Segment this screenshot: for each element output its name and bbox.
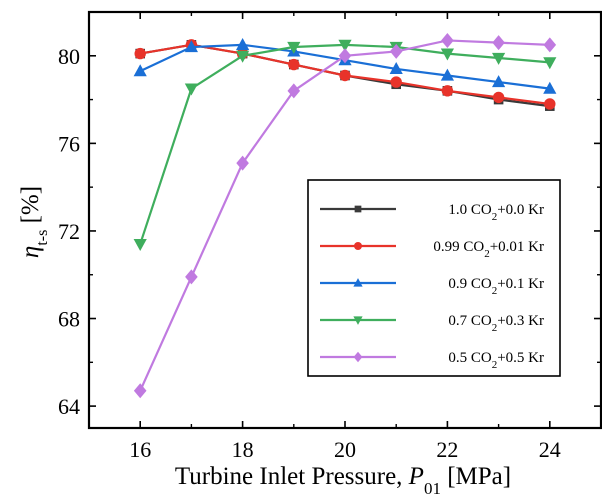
legend-marker: [354, 205, 362, 213]
data-point: [133, 383, 147, 399]
data-point: [492, 35, 505, 51]
data-point: [184, 83, 198, 96]
data-point: [338, 48, 352, 64]
legend-label: 0.9 CO2+0.1 Kr: [448, 276, 544, 297]
data-point: [544, 98, 556, 110]
legend-label: 1.0 CO2+0.0 Kr: [448, 202, 544, 223]
legend-label: 0.5 CO2+0.5 Kr: [448, 350, 544, 371]
data-point: [287, 83, 301, 99]
legend-entry-4: 0.5 CO2+0.5 Kr: [320, 350, 544, 371]
data-point: [134, 47, 146, 60]
y-tick-label: 64: [58, 394, 80, 419]
data-point: [492, 52, 506, 65]
data-point: [236, 155, 249, 171]
y-tick-label: 68: [58, 307, 80, 332]
legend-marker: [354, 242, 362, 250]
legend-entry-2: 0.9 CO2+0.1 Kr: [320, 276, 544, 297]
data-point: [543, 37, 557, 53]
data-point: [441, 32, 454, 48]
legend-marker: [353, 351, 363, 363]
data-point: [441, 85, 454, 97]
data-point: [339, 69, 351, 82]
legend-entry-1: 0.99 CO2+0.01 Kr: [320, 239, 544, 260]
data-point: [389, 43, 403, 59]
legend-entry-0: 1.0 CO2+0.0 Kr: [320, 202, 544, 223]
x-tick-label: 18: [232, 437, 254, 462]
x-tick-label: 24: [539, 437, 561, 462]
x-tick-label: 20: [334, 437, 356, 462]
legend-marker: [353, 278, 363, 287]
data-point: [185, 269, 198, 285]
data-point: [492, 75, 506, 88]
x-axis-title: Turbine Inlet Pressure, P01 [MPa]: [175, 463, 511, 494]
y-tick-label: 72: [58, 219, 80, 244]
legend-marker: [353, 316, 363, 325]
data-point: [543, 81, 557, 94]
data-point: [133, 238, 147, 251]
data-point: [492, 91, 505, 104]
data-point: [236, 50, 250, 63]
legend-entry-3: 0.7 CO2+0.3 Kr: [320, 313, 544, 334]
data-point: [133, 64, 147, 77]
legend-label: 0.7 CO2+0.3 Kr: [448, 313, 544, 334]
y-tick-label: 76: [58, 131, 80, 156]
data-point: [440, 48, 454, 61]
series-4: [133, 32, 557, 399]
data-point: [184, 40, 198, 53]
x-tick-label: 22: [436, 437, 458, 462]
y-axis-title: ηt-s [%]: [17, 186, 51, 258]
data-point: [288, 58, 300, 71]
x-tick-label: 16: [129, 437, 151, 462]
legend-box: [307, 179, 561, 377]
data-point: [543, 57, 557, 70]
data-point: [390, 76, 402, 88]
legend-label: 0.99 CO2+0.01 Kr: [433, 239, 544, 260]
data-point: [440, 68, 454, 81]
data-point: [287, 41, 301, 54]
data-point: [338, 39, 352, 52]
data-point: [236, 37, 250, 50]
y-tick-label: 80: [58, 44, 80, 69]
series-3: [133, 39, 557, 251]
data-point: [389, 62, 403, 75]
